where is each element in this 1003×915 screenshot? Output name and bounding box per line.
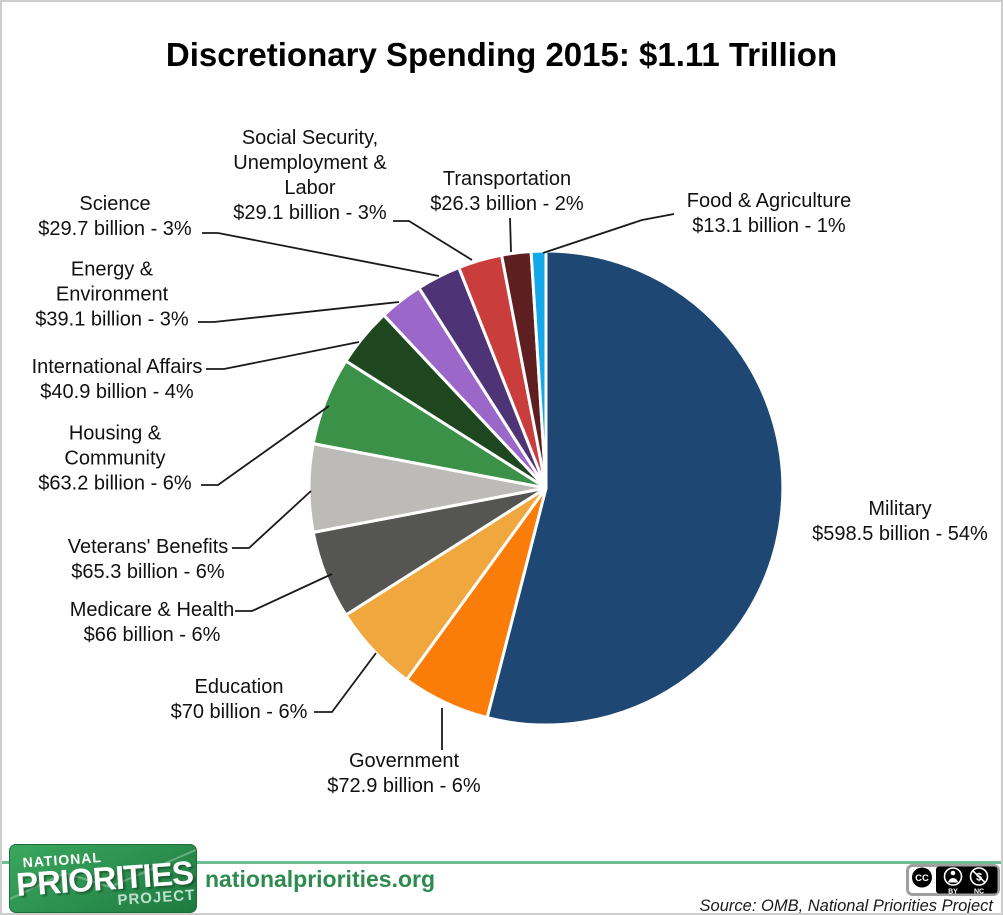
source-attribution: Source: OMB, National Priorities Project [699, 897, 993, 915]
leader-line-education [314, 652, 377, 713]
chart-title: Discretionary Spending 2015: $1.11 Trill… [165, 36, 838, 73]
website-link[interactable]: nationalpriorities.org [205, 866, 436, 892]
svg-text:NC: NC [974, 889, 984, 896]
slice-name: International Affairs [31, 356, 203, 378]
leader-line-international-affairs [206, 341, 360, 370]
slice-value: $63.2 billion - 6% [38, 472, 192, 495]
slice-label-food-agriculture: Food & Agriculture $13.1 billion - 1% [687, 189, 852, 239]
cc-logo-icon: CC [912, 867, 932, 888]
slice-name: Medicare & Health [69, 599, 235, 621]
leader-line-science [202, 232, 440, 277]
slice-name: Food & Agriculture [686, 190, 852, 212]
slice-name: Education [194, 676, 284, 698]
slice-value: $66 billion - 6% [83, 624, 221, 646]
slice-label-government: Government $72.9 billion - 6% [327, 749, 480, 799]
slice-label-medicare-health: Medicare & Health $66 billion - 6% [70, 598, 235, 648]
slice-label-housing-community: Housing & Community $63.2 billion - 6% [38, 422, 191, 497]
slice-name: Housing & [68, 422, 162, 445]
slice-value: $13.1 billion - 1% [692, 215, 846, 237]
slice-value: $65.3 billion - 6% [71, 561, 225, 583]
slice-value: $29.1 billion - 3% [233, 202, 387, 224]
cc-by-person-icon: BY [943, 867, 963, 896]
slice-name: Transportation [442, 168, 572, 190]
slice-label-transportation: Transportation $26.3 billion - 2% [430, 167, 583, 217]
leader-line-food-agriculture [542, 213, 675, 254]
slice-name: Community [64, 447, 166, 470]
slice-value: $70 billion - 6% [170, 701, 308, 723]
slice-name: Energy & [70, 258, 154, 281]
slice-value: $39.1 billion - 3% [35, 308, 189, 331]
slice-name: Veterans' Benefits [67, 536, 229, 558]
leader-line-transportation [509, 217, 512, 253]
cc-nc-dollar-icon: $ NC [969, 867, 989, 896]
slice-value: $40.9 billion - 4% [40, 381, 194, 403]
slice-value: $598.5 billion - 54% [812, 523, 988, 545]
slice-label-education: Education $70 billion - 6% [171, 675, 308, 725]
slice-name: Unemployment & [233, 152, 387, 174]
npp-logo[interactable]: NATIONAL PRIORITIES PROJECT [9, 844, 197, 913]
cc-license-badge[interactable]: CC BY $ NC [906, 864, 1000, 896]
slice-label-energy-environment: Energy & Environment $39.1 billion - 3% [35, 258, 188, 333]
slice-value: $26.3 billion - 2% [430, 193, 584, 215]
slice-name: Environment [55, 283, 169, 306]
slice-label-science: Science $29.7 billion - 3% [38, 192, 191, 242]
svg-text:CC: CC [915, 873, 929, 884]
footer-divider [2, 861, 1001, 864]
leader-line-social-security-unemployment-labor [393, 220, 473, 261]
slice-name: Government [348, 750, 460, 772]
slice-label-international-affairs: International Affairs $40.9 billion - 4% [32, 355, 203, 405]
slice-name: Social Security, [241, 127, 379, 149]
svg-text:BY: BY [948, 889, 958, 896]
slice-value: $72.9 billion - 6% [327, 775, 481, 797]
slice-name: Military [868, 498, 932, 520]
slice-name: Science [79, 193, 151, 215]
pie-slice-food-agriculture[interactable] [529, 249, 548, 490]
leader-line-energy-environment [198, 301, 400, 323]
leader-line-veterans-benefits [232, 490, 312, 549]
slice-value: $29.7 billion - 3% [38, 218, 192, 240]
pie-slice-military[interactable] [485, 249, 785, 727]
slice-name: Labor [284, 177, 336, 199]
slice-label-social-security-unemployment-labor: Social Security, Unemployment & Labor $29.1… [233, 126, 386, 226]
leader-line-medicare-health [235, 573, 333, 612]
slice-label-military: Military $598.5 billion - 54% [812, 497, 988, 547]
leader-line-housing-community [201, 405, 330, 486]
slice-label-veterans-benefits: Veterans' Benefits $65.3 billion - 6% [68, 535, 229, 585]
logo-trendline-icon [10, 848, 196, 900]
